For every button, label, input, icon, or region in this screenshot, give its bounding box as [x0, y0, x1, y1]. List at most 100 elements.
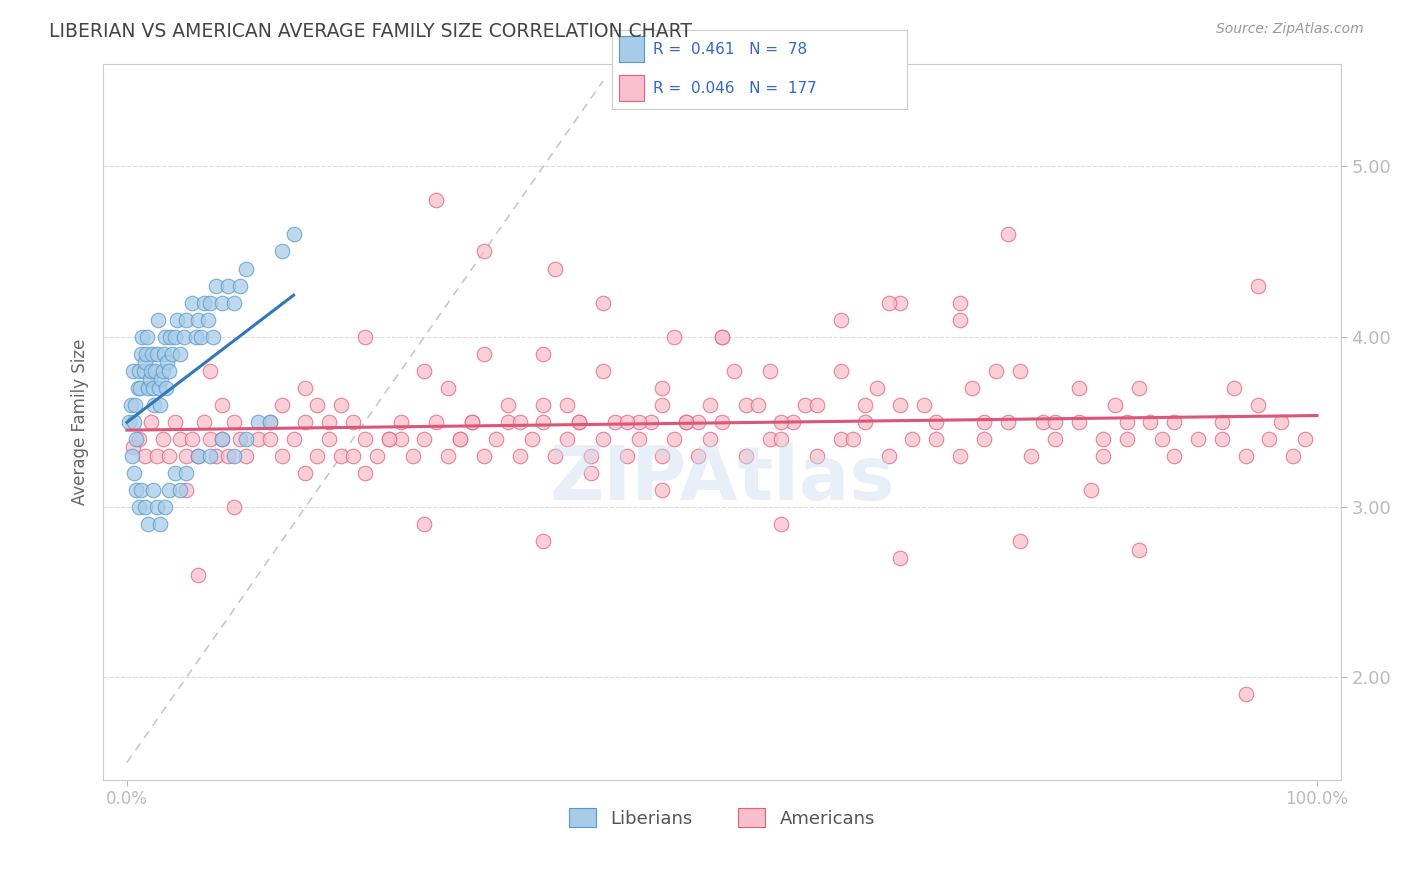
Point [145, 449, 167, 463]
Point [259, 432, 281, 446]
Point [592, 432, 614, 446]
Point [413, 432, 436, 446]
Point [377, 432, 399, 446]
Point [235, 261, 257, 276]
Point [1080, 483, 1102, 497]
Point [330, 449, 353, 463]
Point [664, 329, 686, 343]
Point [472, 244, 495, 259]
Point [330, 398, 353, 412]
Point [145, 347, 167, 361]
Point [163, 329, 186, 343]
Point [142, 483, 165, 497]
Point [157, 364, 180, 378]
Point [960, 381, 983, 395]
Point [138, 372, 160, 386]
Point [461, 415, 484, 429]
Point [176, 312, 198, 326]
Point [616, 449, 638, 463]
Point [449, 432, 471, 446]
Point [122, 466, 145, 480]
Point [1222, 381, 1244, 395]
Point [211, 398, 233, 412]
Point [152, 432, 174, 446]
Point [877, 449, 900, 463]
Point [533, 415, 555, 429]
Point [176, 449, 198, 463]
Point [176, 466, 198, 480]
Point [877, 295, 900, 310]
Point [155, 381, 177, 395]
Point [229, 432, 252, 446]
Point [354, 329, 377, 343]
Point [270, 398, 292, 412]
Point [806, 449, 828, 463]
Point [555, 432, 578, 446]
Point [1021, 449, 1043, 463]
Point [132, 364, 155, 378]
Point [711, 329, 734, 343]
Point [544, 449, 567, 463]
Point [246, 415, 269, 429]
Point [134, 355, 156, 369]
Point [294, 466, 316, 480]
Point [150, 372, 173, 386]
Point [235, 432, 257, 446]
Point [1091, 449, 1114, 463]
Point [1091, 432, 1114, 446]
Point [211, 432, 233, 446]
Point [160, 347, 183, 361]
Point [173, 329, 195, 343]
Point [121, 449, 143, 463]
Point [145, 500, 167, 514]
Point [830, 312, 852, 326]
Point [997, 415, 1019, 429]
Point [377, 432, 399, 446]
Point [401, 449, 423, 463]
Point [259, 415, 281, 429]
Point [866, 381, 889, 395]
Point [949, 449, 972, 463]
Point [157, 483, 180, 497]
Point [425, 194, 447, 208]
Point [181, 295, 204, 310]
Point [853, 415, 876, 429]
Point [1211, 432, 1233, 446]
Point [181, 432, 204, 446]
Point [200, 295, 222, 310]
Point [747, 398, 769, 412]
Point [437, 381, 460, 395]
Point [138, 517, 160, 532]
Point [146, 312, 169, 326]
Point [127, 381, 149, 395]
Point [1282, 449, 1305, 463]
Point [131, 329, 153, 343]
Point [148, 381, 170, 395]
Point [129, 347, 152, 361]
Point [142, 381, 165, 395]
Point [200, 364, 222, 378]
Point [156, 355, 179, 369]
Point [120, 398, 142, 412]
Point [770, 415, 793, 429]
Point [222, 295, 245, 310]
Point [688, 415, 710, 429]
Point [128, 500, 150, 514]
Point [342, 415, 364, 429]
Point [307, 449, 329, 463]
Point [153, 500, 176, 514]
Point [176, 483, 198, 497]
Point [723, 364, 745, 378]
Point [1045, 415, 1067, 429]
Point [782, 415, 804, 429]
Point [592, 295, 614, 310]
Point [1104, 398, 1126, 412]
Point [122, 415, 145, 429]
Point [794, 398, 817, 412]
Point [472, 449, 495, 463]
Point [217, 449, 239, 463]
Point [651, 449, 673, 463]
Point [200, 432, 222, 446]
Point [389, 432, 412, 446]
Point [128, 432, 150, 446]
